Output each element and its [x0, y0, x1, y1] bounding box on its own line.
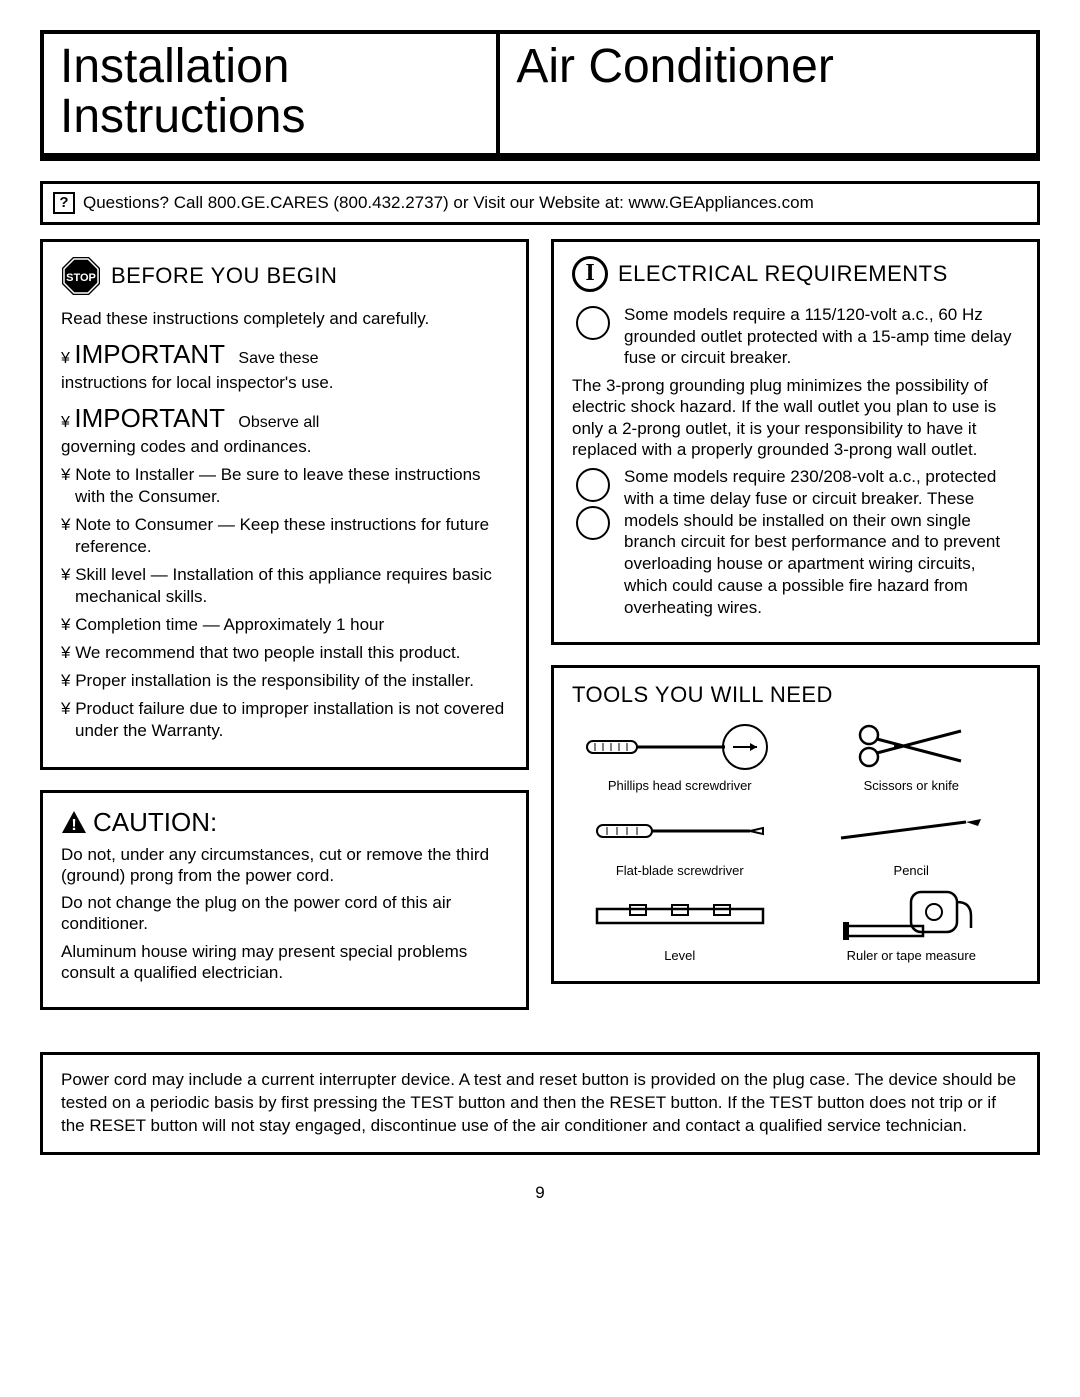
electrical-text: Some models require a 115/120-volt a.c.,… [624, 304, 1019, 369]
tool-label: Scissors or knife [804, 778, 1020, 793]
important-trail: Save these [238, 350, 318, 367]
page: Installation Instructions Air Conditione… [0, 0, 1080, 1397]
tools-box: TOOLS YOU WILL NEED [551, 665, 1040, 984]
columns: STOP BEFORE YOU BEGIN Read these instruc… [40, 239, 1040, 1030]
list-item: We recommend that two people install thi… [61, 642, 508, 664]
right-column: I ELECTRICAL REQUIREMENTS Some models re… [551, 239, 1040, 1030]
question-icon: ? [53, 192, 75, 214]
bullet-glyph: ¥ [61, 414, 70, 431]
title-right: Air Conditioner [500, 34, 1036, 153]
tool-label: Level [572, 948, 788, 963]
stop-icon: STOP [61, 256, 101, 296]
caution-title: CAUTION: [93, 807, 217, 838]
level-icon [572, 888, 788, 944]
tool-label: Flat-blade screwdriver [572, 863, 788, 878]
tool-label: Phillips head screwdriver [572, 778, 788, 793]
list-item: Skill level — Installation of this appli… [61, 564, 508, 608]
questions-text: Questions? Call 800.GE.CARES (800.432.27… [83, 193, 814, 213]
electrical-text: Some models require 230/208-volt a.c., p… [624, 466, 1019, 618]
caution-box: ! CAUTION: Do not, under any circumstanc… [40, 790, 529, 1011]
tool-label: Pencil [804, 863, 1020, 878]
title-frame: Installation Instructions Air Conditione… [40, 30, 1040, 161]
electrical-block-1: Some models require a 115/120-volt a.c.,… [572, 304, 1019, 369]
footer-note-box: Power cord may include a current interru… [40, 1052, 1040, 1155]
tool-level: Level [572, 888, 788, 963]
tool-phillips: Phillips head screwdriver [572, 718, 788, 793]
title-bar: Installation Instructions Air Conditione… [44, 34, 1036, 157]
list-item: Proper installation is the responsibilit… [61, 670, 508, 692]
tool-label: Ruler or tape measure [804, 948, 1020, 963]
questions-box: ? Questions? Call 800.GE.CARES (800.432.… [40, 181, 1040, 225]
svg-text:!: ! [71, 817, 76, 834]
svg-text:STOP: STOP [66, 272, 96, 284]
tool-scissors: Scissors or knife [804, 718, 1020, 793]
list-item: Product failure due to improper installa… [61, 698, 508, 742]
tool-flat: Flat-blade screwdriver [572, 803, 788, 878]
important-2: ¥ IMPORTANT Observe all [61, 403, 508, 434]
circle-icon [576, 506, 610, 540]
bullet-glyph: ¥ [61, 350, 70, 367]
important-word: IMPORTANT [74, 403, 225, 433]
list-item: Completion time — Approximately 1 hour [61, 614, 508, 636]
tools-title: TOOLS YOU WILL NEED [572, 682, 1019, 708]
before-bullets: Note to Installer — Be sure to leave the… [61, 464, 508, 743]
important-2-cont: governing codes and ordinances. [61, 436, 508, 457]
electrical-box: I ELECTRICAL REQUIREMENTS Some models re… [551, 239, 1040, 646]
warning-icon: ! [61, 810, 87, 834]
before-title: BEFORE YOU BEGIN [111, 263, 337, 289]
caution-para: Aluminum house wiring may present specia… [61, 941, 508, 984]
electrical-mid: The 3-prong grounding plug minimizes the… [572, 375, 1019, 460]
phillips-screwdriver-icon [572, 718, 788, 774]
list-item: Note to Installer — Be sure to leave the… [61, 464, 508, 508]
caution-header: ! CAUTION: [61, 807, 508, 838]
electrical-block-2: Some models require 230/208-volt a.c., p… [572, 466, 1019, 618]
before-header: STOP BEFORE YOU BEGIN [61, 256, 508, 296]
circle-icon [576, 468, 610, 502]
tools-grid: Phillips head screwdriver [572, 718, 1019, 963]
important-1: ¥ IMPORTANT Save these [61, 339, 508, 370]
caution-para: Do not, under any circumstances, cut or … [61, 844, 508, 887]
flat-screwdriver-icon [572, 803, 788, 859]
circle-icon [576, 306, 610, 340]
scissors-icon [804, 718, 1020, 774]
pencil-icon [804, 803, 1020, 859]
plug-icon-double [572, 466, 614, 540]
list-item: Note to Consumer — Keep these instructio… [61, 514, 508, 558]
title-left: Installation Instructions [44, 34, 500, 153]
before-intro: Read these instructions completely and c… [61, 308, 508, 329]
important-1-cont: instructions for local inspector's use. [61, 372, 508, 393]
electrical-header: I ELECTRICAL REQUIREMENTS [572, 256, 1019, 292]
footer-text: Power cord may include a current interru… [61, 1070, 1016, 1135]
tape-measure-icon [804, 888, 1020, 944]
electrical-title: ELECTRICAL REQUIREMENTS [618, 261, 948, 287]
page-number: 9 [40, 1183, 1040, 1203]
caution-para: Do not change the plug on the power cord… [61, 892, 508, 935]
left-column: STOP BEFORE YOU BEGIN Read these instruc… [40, 239, 529, 1030]
plug-icon-single [572, 304, 614, 340]
tool-tape: Ruler or tape measure [804, 888, 1020, 963]
before-you-begin-box: STOP BEFORE YOU BEGIN Read these instruc… [40, 239, 529, 770]
info-icon: I [572, 256, 608, 292]
important-word: IMPORTANT [74, 339, 225, 369]
tool-pencil: Pencil [804, 803, 1020, 878]
important-trail: Observe all [238, 414, 319, 431]
